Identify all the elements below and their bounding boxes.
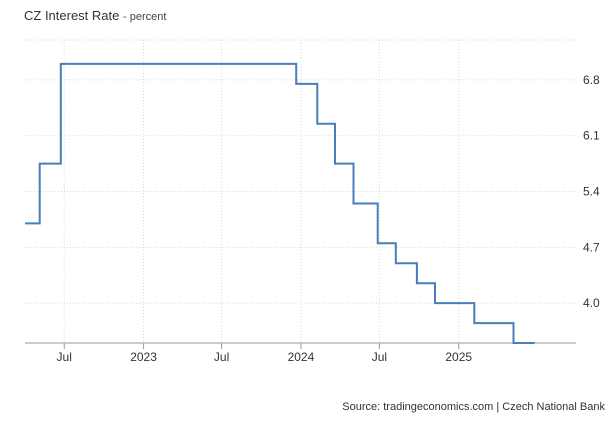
y-tick-label: 6.8 [583, 73, 600, 87]
chart-title-text: CZ Interest Rate [24, 8, 120, 23]
x-tick-label: 2025 [445, 350, 472, 364]
x-tick-label: 2023 [130, 350, 157, 364]
x-tick-label: Jul [214, 350, 229, 364]
y-tick-label: 4.7 [583, 240, 600, 254]
chart-title: CZ Interest Rate - percent [24, 8, 166, 23]
x-tick-label: 2024 [288, 350, 315, 364]
grid [25, 39, 576, 343]
y-tick-label: 6.1 [583, 129, 600, 143]
y-tick-label: 5.4 [583, 185, 600, 199]
chart-unit: - percent [123, 11, 167, 23]
series-line [25, 62, 535, 344]
x-tick-label: Jul [57, 350, 72, 364]
axes [25, 342, 576, 349]
series [25, 62, 535, 344]
tick-labels: 4.0 4.7 5.4 6.1 6.8 Jul 2023 Jul 2024 Jul 2025 [57, 73, 600, 364]
source-attribution: Source: tradingeconomics.com | Czech Nat… [342, 401, 605, 413]
x-tick-label: Jul [372, 350, 387, 364]
y-tick-label: 4.0 [583, 296, 600, 310]
